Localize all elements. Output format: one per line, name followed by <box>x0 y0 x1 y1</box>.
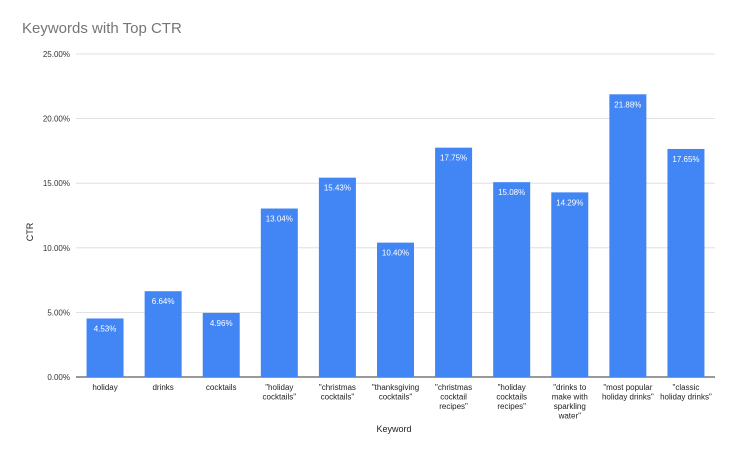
bar <box>202 312 240 377</box>
y-tick-label: 15.00% <box>43 179 70 188</box>
x-tick-label: cocktails <box>206 383 237 392</box>
bar <box>260 208 298 377</box>
bar <box>667 148 705 377</box>
x-tick-label: "christmas cocktails" <box>319 383 356 402</box>
y-tick-label: 5.00% <box>47 308 70 317</box>
bar <box>435 147 473 377</box>
data-label: 6.64% <box>152 297 175 306</box>
chart-title: Keywords with Top CTR <box>22 20 182 37</box>
x-tick-label: "most popular holiday drinks" <box>602 383 654 402</box>
bar <box>144 291 182 377</box>
data-label: 15.43% <box>324 184 351 193</box>
x-tick-label: "christmas cocktail recipes" <box>435 383 472 411</box>
x-axis-ticks: holiday drinks cocktails "holiday cocktails"… <box>92 383 712 421</box>
data-label: 13.04% <box>266 215 293 224</box>
x-tick-label: holiday <box>92 383 117 392</box>
bar <box>609 94 647 378</box>
x-tick-label: "thanksgiving cocktails" <box>372 383 419 402</box>
bars <box>86 94 705 378</box>
bar <box>377 242 414 377</box>
x-tick-label: "drinks to make with sparkling water" <box>552 383 588 421</box>
y-tick-label: 25.00% <box>43 50 70 59</box>
x-tick-label: "holiday cocktails" <box>263 383 297 402</box>
y-tick-label: 10.00% <box>43 244 70 253</box>
data-label: 17.75% <box>440 154 467 163</box>
data-label: 14.29% <box>556 198 583 207</box>
y-tick-label: 20.00% <box>43 115 70 124</box>
y-tick-label: 0.00% <box>47 373 70 382</box>
data-label: 15.08% <box>498 188 525 197</box>
data-labels: 4.53% 6.64% 4.96% 13.04% 15.43% 10.40% 17.75% 1… <box>94 100 700 333</box>
data-label: 17.65% <box>672 155 699 164</box>
y-axis-ticks: 0.00% 5.00% 10.00% 15.00% 20.00% 25.00% <box>43 50 70 382</box>
x-tick-label: "holiday cocktails recipes" <box>496 383 527 411</box>
x-tick-label: drinks <box>152 383 173 392</box>
bar <box>493 182 531 377</box>
data-label: 4.53% <box>94 324 117 333</box>
data-label: 4.96% <box>210 319 233 328</box>
data-label: 21.88% <box>614 100 641 109</box>
bar <box>318 177 356 377</box>
x-axis-label: Keyword <box>376 424 411 434</box>
y-axis-label: CTR <box>25 222 35 241</box>
bar <box>86 318 124 377</box>
bar <box>551 192 589 377</box>
x-tick-label: "classic holiday drinks" <box>660 383 712 402</box>
data-label: 10.40% <box>382 249 409 258</box>
